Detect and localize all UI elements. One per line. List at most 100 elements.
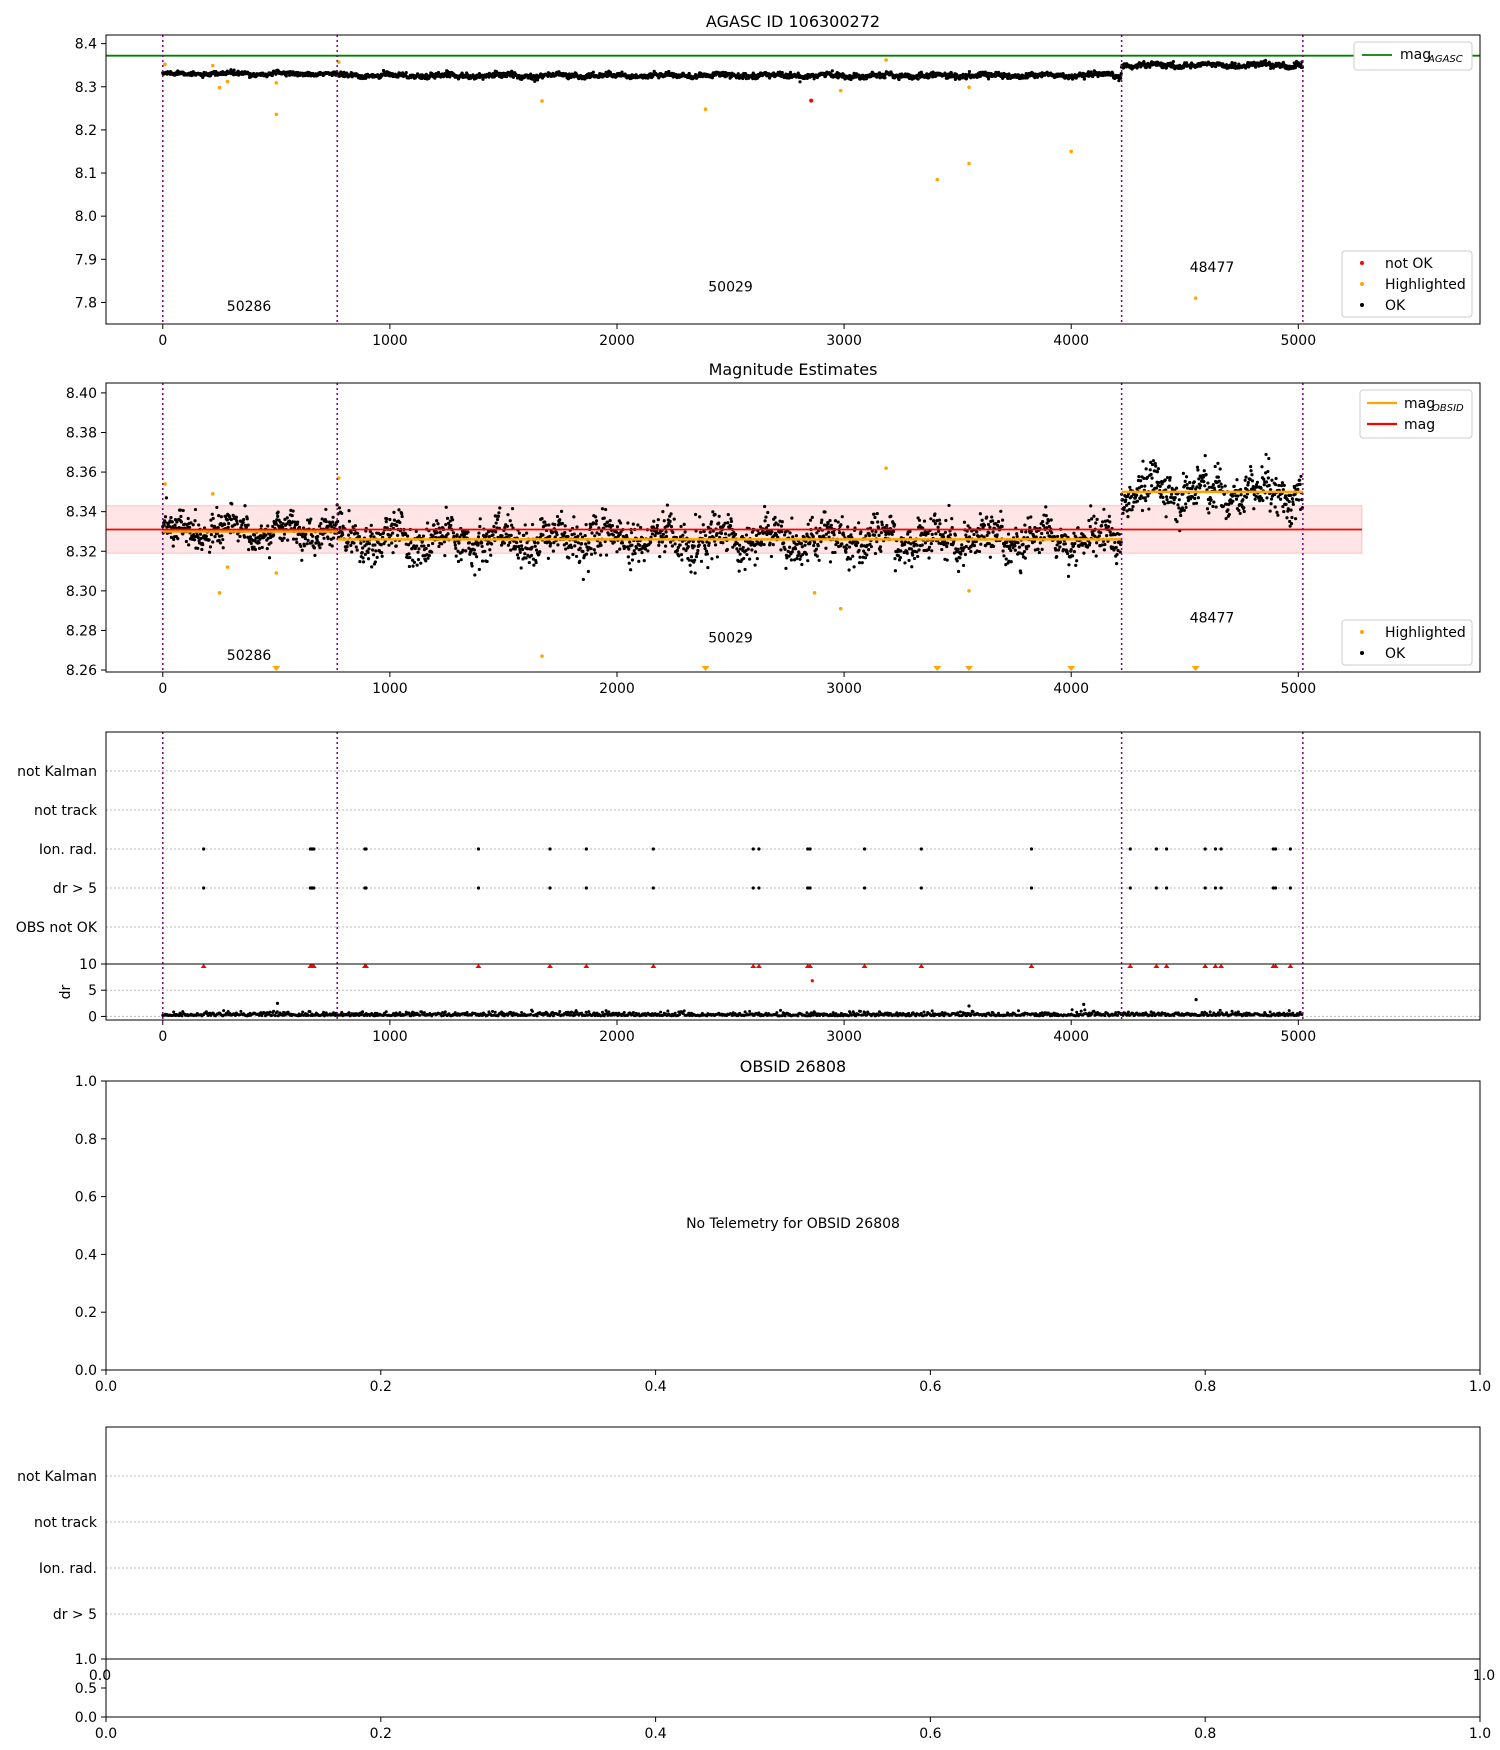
- ok-point: [810, 515, 814, 520]
- ok-point: [573, 544, 577, 548]
- ok-point: [1168, 475, 1172, 480]
- ok-point: [416, 558, 421, 562]
- ok-point: [1063, 542, 1067, 546]
- ok-point: [210, 512, 214, 516]
- ok-point: [330, 73, 334, 78]
- ok-point: [748, 557, 752, 561]
- ok-point: [600, 507, 605, 511]
- ok-point: [1179, 513, 1183, 518]
- ok-point: [593, 551, 597, 555]
- ok-point: [1199, 483, 1203, 488]
- ok-point: [689, 570, 693, 574]
- ok-point: [235, 522, 239, 526]
- ok-point: [1036, 547, 1040, 551]
- ok-point: [763, 519, 767, 523]
- ok-point: [844, 547, 848, 551]
- ok-point: [1075, 559, 1079, 563]
- ok-point: [497, 511, 501, 515]
- ok-point: [1213, 464, 1217, 469]
- ok-point: [459, 558, 463, 562]
- ok-point: [783, 547, 787, 551]
- ok-point: [330, 544, 334, 548]
- ok-point: [633, 551, 637, 556]
- ok-point: [480, 559, 485, 563]
- ok-point: [1191, 484, 1195, 488]
- ok-point: [435, 519, 439, 523]
- not-ok-point: [809, 98, 814, 103]
- ok-point: [257, 546, 262, 550]
- ok-point: [1141, 459, 1145, 463]
- ok-point: [438, 530, 442, 534]
- ok-point: [265, 547, 269, 551]
- ok-point: [1164, 495, 1169, 499]
- ok-point: [912, 556, 917, 561]
- ok-point: [518, 550, 522, 554]
- ok-point: [686, 545, 690, 549]
- ok-point: [560, 521, 565, 526]
- ok-point: [867, 548, 871, 552]
- ok-point: [1061, 548, 1066, 552]
- ok-point: [725, 547, 729, 552]
- ok-point: [640, 550, 644, 555]
- ok-point: [944, 518, 948, 523]
- ok-point: [589, 552, 594, 556]
- ok-point: [991, 544, 996, 548]
- ok-point: [391, 551, 395, 555]
- ok-point: [940, 547, 944, 552]
- ok-point: [408, 555, 412, 560]
- ok-point: [1105, 534, 1109, 538]
- ok-point: [611, 533, 615, 537]
- ok-point: [466, 530, 470, 534]
- ok-point: [1234, 497, 1239, 501]
- ok-point: [282, 536, 286, 540]
- ok-point: [217, 513, 221, 518]
- ok-point: [1150, 462, 1155, 467]
- ok-point: [1172, 501, 1176, 505]
- ok-point: [370, 532, 374, 536]
- ok-point: [1092, 514, 1096, 518]
- ok-point: [331, 520, 335, 524]
- ok-point: [209, 533, 213, 537]
- ok-point: [392, 518, 397, 522]
- ok-point: [701, 540, 705, 544]
- ok-point: [1174, 486, 1179, 490]
- ok-point: [779, 524, 784, 528]
- highlighted-point: [225, 79, 230, 84]
- y-tick-label: 8.1: [75, 166, 97, 182]
- ok-point: [923, 541, 928, 545]
- ok-point: [655, 523, 660, 528]
- ok-point: [1165, 497, 1169, 502]
- ok-point: [1094, 554, 1098, 558]
- ok-point: [587, 541, 591, 545]
- ok-point: [929, 541, 933, 546]
- ok-point: [163, 515, 168, 519]
- ok-point: [948, 533, 952, 537]
- ok-point: [242, 535, 247, 539]
- ok-point: [551, 549, 556, 553]
- ok-point: [620, 541, 625, 545]
- ok-point: [945, 544, 949, 549]
- ok-point: [1026, 516, 1030, 520]
- ok-point: [392, 510, 396, 514]
- ok-point: [798, 557, 802, 561]
- ok-point: [1144, 467, 1148, 471]
- ok-point: [221, 537, 225, 542]
- ok-point: [1023, 556, 1027, 560]
- panel-mag-estimates-title: Magnitude Estimates: [709, 360, 878, 379]
- ok-point: [227, 521, 231, 526]
- ok-point: [230, 502, 234, 506]
- x-tick-label: 4000: [1053, 333, 1089, 349]
- ok-point: [473, 552, 477, 556]
- ok-point: [522, 533, 526, 537]
- ok-point: [857, 561, 862, 565]
- ok-point: [444, 505, 448, 509]
- ok-point: [476, 543, 480, 547]
- ok-point: [571, 552, 575, 557]
- ok-point: [669, 512, 673, 516]
- ok-point: [514, 545, 518, 549]
- ok-point: [715, 555, 719, 559]
- ok-point: [982, 523, 987, 527]
- ok-point: [1115, 552, 1119, 557]
- ok-point: [416, 550, 420, 554]
- ok-point: [508, 519, 512, 523]
